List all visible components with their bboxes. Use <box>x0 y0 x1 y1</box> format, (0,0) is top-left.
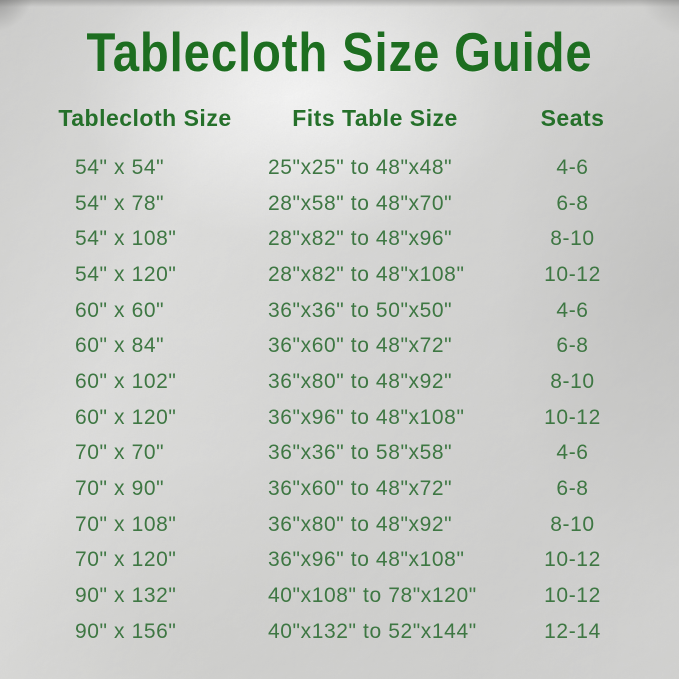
table-row: 90" x 156" 40"x132" to 52"x144" 12-14 <box>40 614 645 650</box>
cell-fits-table-size: 36"x36" to 50"x50" <box>268 298 453 322</box>
cell-seats: 10-12 <box>544 584 601 608</box>
cell-seats: 10-12 <box>544 548 601 572</box>
table-header-row: Tablecloth Size Fits Table Size Seats <box>40 100 645 136</box>
cell-tablecloth-size: 70" x 108" <box>75 512 177 536</box>
cell-tablecloth-size: 60" x 84" <box>75 334 165 358</box>
cell-seats: 4-6 <box>556 298 589 322</box>
cell-seats: 6-8 <box>556 191 589 215</box>
cell-fits-table-size: 36"x60" to 48"x72" <box>268 334 453 358</box>
cell-fits-table-size: 40"x108" to 78"x120" <box>268 584 477 608</box>
cell-tablecloth-size: 70" x 120" <box>75 548 177 572</box>
table-row: 54" x 120" 28"x82" to 48"x108" 10-12 <box>40 257 645 293</box>
table-row: 90" x 132" 40"x108" to 78"x120" 10-12 <box>40 578 645 614</box>
cell-tablecloth-size: 54" x 54" <box>75 155 165 179</box>
cell-seats: 8-10 <box>550 227 595 251</box>
cell-tablecloth-size: 54" x 78" <box>75 191 165 215</box>
table-row: 60" x 60" 36"x36" to 50"x50" 4-6 <box>40 293 645 329</box>
table-row: 60" x 84" 36"x60" to 48"x72" 6-8 <box>40 328 645 364</box>
cell-tablecloth-size: 60" x 120" <box>75 405 177 429</box>
cell-tablecloth-size: 60" x 102" <box>75 369 177 393</box>
cell-tablecloth-size: 90" x 156" <box>75 619 177 643</box>
cell-fits-table-size: 25"x25" to 48"x48" <box>268 155 453 179</box>
cell-fits-table-size: 28"x82" to 48"x96" <box>268 227 453 251</box>
cell-seats: 8-10 <box>550 512 595 536</box>
table-body: 54" x 54" 25"x25" to 48"x48" 4-6 54" x 7… <box>40 150 645 650</box>
cell-seats: 4-6 <box>556 441 589 465</box>
table-row: 70" x 120" 36"x96" to 48"x108" 10-12 <box>40 543 645 579</box>
cell-tablecloth-size: 90" x 132" <box>75 584 177 608</box>
cell-seats: 12-14 <box>544 619 601 643</box>
cell-fits-table-size: 28"x58" to 48"x70" <box>268 191 453 215</box>
column-header-fits-table-size: Fits Table Size <box>292 104 458 131</box>
cell-fits-table-size: 36"x36" to 58"x58" <box>268 441 453 465</box>
table-row: 70" x 70" 36"x36" to 58"x58" 4-6 <box>40 436 645 472</box>
column-header-tablecloth-size: Tablecloth Size <box>58 104 232 131</box>
cell-tablecloth-size: 70" x 90" <box>75 477 165 501</box>
cell-tablecloth-size: 70" x 70" <box>75 441 165 465</box>
cell-fits-table-size: 40"x132" to 52"x144" <box>268 619 477 643</box>
cell-fits-table-size: 28"x82" to 48"x108" <box>268 262 465 286</box>
cell-seats: 8-10 <box>550 369 595 393</box>
table-row: 54" x 78" 28"x58" to 48"x70" 6-8 <box>40 186 645 222</box>
cell-seats: 6-8 <box>556 477 589 501</box>
table-row: 60" x 102" 36"x80" to 48"x92" 8-10 <box>40 364 645 400</box>
cell-fits-table-size: 36"x80" to 48"x92" <box>268 512 453 536</box>
cell-seats: 4-6 <box>556 155 589 179</box>
column-header-seats: Seats <box>540 104 605 131</box>
table-row: 54" x 108" 28"x82" to 48"x96" 8-10 <box>40 221 645 257</box>
cell-tablecloth-size: 54" x 120" <box>75 262 177 286</box>
size-guide-table: Tablecloth Size Fits Table Size Seats 54… <box>40 100 645 650</box>
cell-fits-table-size: 36"x96" to 48"x108" <box>268 548 465 572</box>
table-row: 54" x 54" 25"x25" to 48"x48" 4-6 <box>40 150 645 186</box>
cell-seats: 10-12 <box>544 405 601 429</box>
table-row: 70" x 90" 36"x60" to 48"x72" 6-8 <box>40 471 645 507</box>
page-title: Tablecloth Size Guide <box>86 21 593 83</box>
cell-seats: 6-8 <box>556 334 589 358</box>
cell-tablecloth-size: 60" x 60" <box>75 298 165 322</box>
cell-tablecloth-size: 54" x 108" <box>75 227 177 251</box>
cell-fits-table-size: 36"x60" to 48"x72" <box>268 477 453 501</box>
cell-fits-table-size: 36"x80" to 48"x92" <box>268 369 453 393</box>
table-row: 60" x 120" 36"x96" to 48"x108" 10-12 <box>40 400 645 436</box>
table-row: 70" x 108" 36"x80" to 48"x92" 8-10 <box>40 507 645 543</box>
cell-fits-table-size: 36"x96" to 48"x108" <box>268 405 465 429</box>
cell-seats: 10-12 <box>544 262 601 286</box>
